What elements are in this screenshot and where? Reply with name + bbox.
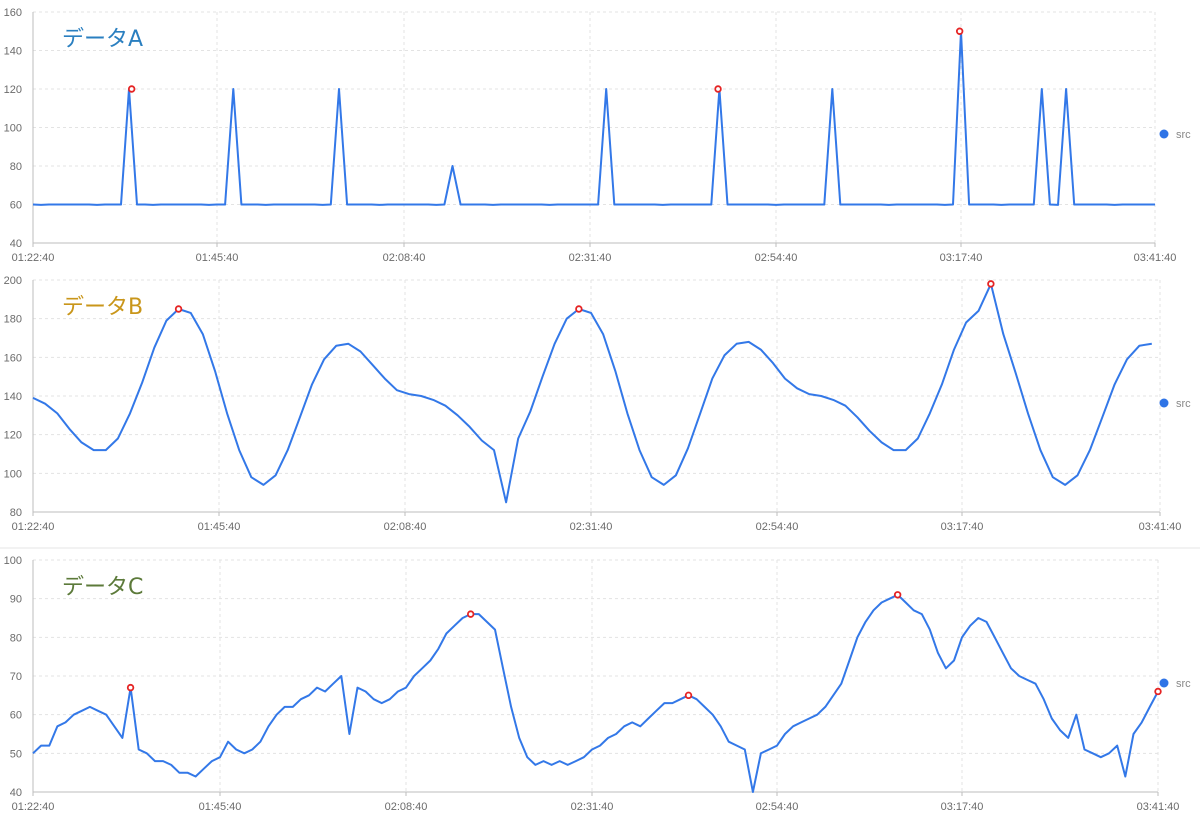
series-line-src <box>32 282 1152 504</box>
chart-title: データA <box>62 27 143 52</box>
legend-dot[interactable] <box>1159 398 1169 408</box>
x-tick-label: 02:31:40 <box>569 252 612 264</box>
y-tick-label: 70 <box>10 671 22 683</box>
peak-marker[interactable] <box>987 280 995 288</box>
x-tick-label: 03:17:40 <box>941 521 984 533</box>
y-tick-label: 120 <box>4 84 22 96</box>
y-tick-label: 160 <box>4 7 22 19</box>
x-tick-label: 01:22:40 <box>12 521 55 533</box>
chart-panel-1: 40 60 80 100 120 140 160 01:22:40 01:45:40 02:08:… <box>4 7 1192 264</box>
x-tick-label: 02:54:40 <box>756 801 799 813</box>
legend-label[interactable]: src <box>1176 398 1191 410</box>
y-tick-label: 140 <box>4 46 22 58</box>
y-tick-label: 80 <box>10 161 22 173</box>
y-tick-label: 160 <box>4 352 22 364</box>
x-tick-label: 01:45:40 <box>199 801 242 813</box>
y-tick-label: 180 <box>4 314 22 326</box>
x-tick-label: 01:45:40 <box>198 521 241 533</box>
y-tick-label: 60 <box>10 200 22 212</box>
y-tick-label: 90 <box>10 594 22 606</box>
x-tick-label: 03:41:40 <box>1134 252 1177 264</box>
y-tick-label: 100 <box>4 468 22 480</box>
series-line-src <box>32 593 1159 793</box>
x-tick-label: 02:08:40 <box>385 801 428 813</box>
y-tick-label: 40 <box>10 238 22 250</box>
chart-title: データB <box>62 295 143 320</box>
y-tick-label: 40 <box>10 787 22 799</box>
y-tick-label: 140 <box>4 391 22 403</box>
legend-dot[interactable] <box>1159 678 1169 688</box>
x-tick-label: 02:08:40 <box>383 252 426 264</box>
x-tick-label: 03:17:40 <box>940 252 983 264</box>
x-tick-label: 01:22:40 <box>12 252 55 264</box>
y-tick-label: 200 <box>4 275 22 287</box>
y-tick-label: 100 <box>4 555 22 567</box>
peak-marker[interactable] <box>466 610 475 618</box>
x-tick-label: 03:41:40 <box>1139 521 1182 533</box>
peak-marker[interactable] <box>575 305 583 313</box>
peak-marker[interactable] <box>174 305 183 313</box>
chart-panel-2: 80 100 120 140 160 180 200 01:22:40 01:45:40 02:0… <box>4 275 1192 533</box>
x-tick-label: 02:54:40 <box>755 252 798 264</box>
x-tick-label: 01:45:40 <box>196 252 239 264</box>
x-tick-label: 02:08:40 <box>384 521 427 533</box>
x-tick-label: 02:31:40 <box>571 801 614 813</box>
legend-label[interactable]: src <box>1176 678 1191 690</box>
peak-marker[interactable] <box>893 591 902 599</box>
x-tick-label: 03:17:40 <box>941 801 984 813</box>
chart-panel-3: 40 50 60 70 80 90 100 01:22:40 01:45:40 02:08:40 0… <box>4 555 1192 813</box>
y-tick-label: 120 <box>4 430 22 442</box>
y-tick-label: 100 <box>4 123 22 135</box>
legend-label[interactable]: src <box>1176 129 1191 141</box>
y-tick-label: 80 <box>10 632 22 644</box>
peak-marker[interactable] <box>955 27 964 35</box>
series-line-src <box>32 30 1155 206</box>
x-tick-label: 02:31:40 <box>570 521 613 533</box>
x-tick-label: 03:41:40 <box>1137 801 1180 813</box>
peak-marker[interactable] <box>127 85 136 93</box>
y-tick-label: 60 <box>10 710 22 722</box>
peak-marker[interactable] <box>126 683 135 692</box>
peak-marker[interactable] <box>684 691 693 700</box>
y-tick-label: 80 <box>10 507 22 519</box>
y-tick-label: 50 <box>10 748 22 760</box>
chart-title: データC <box>62 575 143 600</box>
x-tick-label: 01:22:40 <box>12 801 55 813</box>
legend-dot[interactable] <box>1159 129 1169 139</box>
x-tick-label: 02:54:40 <box>756 521 799 533</box>
peak-marker[interactable] <box>1154 687 1162 696</box>
peak-marker[interactable] <box>714 85 722 93</box>
